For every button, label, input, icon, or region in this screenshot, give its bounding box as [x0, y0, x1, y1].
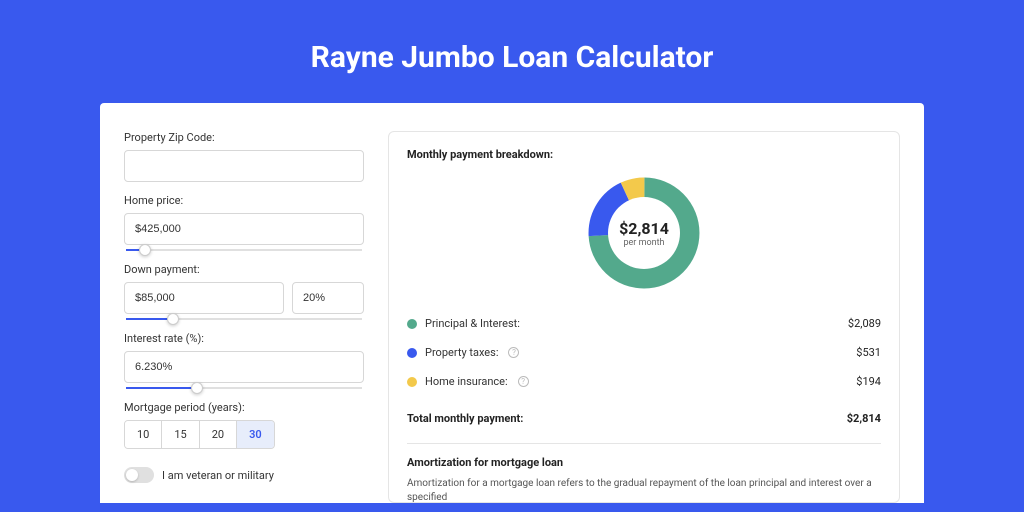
period-tab-10[interactable]: 10 [125, 421, 162, 448]
mortgage-period-label: Mortgage period (years): [124, 401, 364, 414]
period-tab-15[interactable]: 15 [162, 421, 199, 448]
legend-label: Home insurance: [425, 375, 508, 388]
legend-value: $531 [856, 346, 881, 359]
slider-thumb[interactable] [167, 313, 179, 325]
total-label: Total monthly payment: [407, 412, 523, 425]
calculator-card: Property Zip Code: Home price: Down paym… [100, 103, 924, 503]
legend-left: Home insurance:? [407, 375, 529, 388]
down-payment-pct-input[interactable] [292, 282, 364, 314]
page-title: Rayne Jumbo Loan Calculator [0, 0, 1024, 103]
down-payment-label: Down payment: [124, 263, 364, 276]
slider-thumb[interactable] [139, 244, 151, 256]
home-price-label: Home price: [124, 194, 364, 207]
amortization-section: Amortization for mortgage loan Amortizat… [407, 443, 881, 505]
home-price-input[interactable] [124, 213, 364, 245]
legend-value: $194 [856, 375, 881, 388]
breakdown-panel: Monthly payment breakdown: $2,814 per mo… [388, 131, 900, 503]
down-payment-slider[interactable] [126, 318, 362, 320]
donut-sub: per month [623, 238, 664, 248]
page-container: Rayne Jumbo Loan Calculator Property Zip… [0, 0, 1024, 512]
legend-dot [407, 348, 417, 358]
toggle-knob [126, 469, 138, 481]
interest-rate-input[interactable] [124, 351, 364, 383]
info-icon[interactable]: ? [518, 376, 529, 387]
home-price-slider[interactable] [126, 249, 362, 251]
legend-dot [407, 377, 417, 387]
legend-label: Principal & Interest: [425, 317, 520, 330]
amortization-text: Amortization for a mortgage loan refers … [407, 477, 881, 505]
slider-fill [126, 387, 197, 389]
total-row: Total monthly payment: $2,814 [407, 404, 881, 437]
down-payment-group: Down payment: [124, 263, 364, 320]
legend-left: Property taxes:? [407, 346, 519, 359]
legend-value: $2,089 [848, 317, 881, 330]
donut-chart: $2,814 per month [584, 173, 704, 293]
veteran-toggle[interactable] [124, 467, 154, 483]
form-column: Property Zip Code: Home price: Down paym… [124, 131, 364, 503]
interest-rate-label: Interest rate (%): [124, 332, 364, 345]
info-icon[interactable]: ? [508, 347, 519, 358]
legend-row: Home insurance:? $194 [407, 367, 881, 396]
amortization-title: Amortization for mortgage loan [407, 456, 881, 469]
donut-amount: $2,814 [619, 219, 669, 238]
home-price-group: Home price: [124, 194, 364, 251]
slider-fill [126, 318, 173, 320]
period-tab-20[interactable]: 20 [200, 421, 237, 448]
interest-rate-group: Interest rate (%): [124, 332, 364, 389]
mortgage-period-tabs: 10152030 [124, 420, 275, 449]
veteran-row: I am veteran or military [124, 467, 364, 483]
down-payment-input[interactable] [124, 282, 284, 314]
mortgage-period-group: Mortgage period (years): 10152030 [124, 401, 364, 449]
veteran-label: I am veteran or military [162, 469, 274, 482]
zip-label: Property Zip Code: [124, 131, 364, 144]
legend-left: Principal & Interest: [407, 317, 520, 330]
legend-row: Principal & Interest: $2,089 [407, 309, 881, 338]
legend-row: Property taxes:? $531 [407, 338, 881, 367]
legend-label: Property taxes: [425, 346, 498, 359]
slider-thumb[interactable] [191, 382, 203, 394]
period-tab-30[interactable]: 30 [237, 421, 274, 448]
zip-input[interactable] [124, 150, 364, 182]
total-value: $2,814 [847, 412, 881, 425]
donut-center: $2,814 per month [608, 197, 680, 269]
legend: Principal & Interest: $2,089 Property taxe… [407, 309, 881, 396]
legend-dot [407, 319, 417, 329]
breakdown-title: Monthly payment breakdown: [407, 148, 881, 161]
donut-chart-wrap: $2,814 per month [407, 173, 881, 293]
zip-group: Property Zip Code: [124, 131, 364, 182]
interest-rate-slider[interactable] [126, 387, 362, 389]
